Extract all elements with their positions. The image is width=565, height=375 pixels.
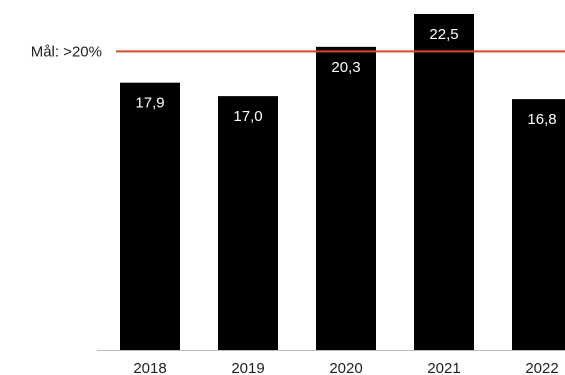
x-tick-label-2019: 2019	[231, 360, 264, 375]
bar-value-label-2020: 20,3	[331, 59, 360, 76]
bar-value-label-2018: 17,9	[135, 95, 164, 112]
x-tick-label-2022: 2022	[525, 360, 558, 375]
bar-2018	[120, 82, 180, 351]
bar-2019	[218, 96, 278, 350]
bar-value-label-2019: 17,0	[233, 108, 262, 125]
x-tick-label-2020: 2020	[329, 360, 362, 375]
bar-2022	[512, 99, 565, 351]
bar-value-label-2021: 22,5	[429, 26, 458, 43]
target-label: Mål: >20%	[31, 43, 102, 60]
x-tick-labels-group: 2018 2019 2020 2021 2022	[133, 360, 558, 375]
bar-value-label-2022: 16,8	[527, 111, 556, 128]
x-tick-label-2021: 2021	[427, 360, 460, 375]
bar-2021	[414, 14, 474, 350]
bar-labels-group: 17,9 17,0 20,3 22,5 16,8	[135, 26, 556, 128]
x-tick-label-2018: 2018	[133, 360, 166, 375]
bars-group	[120, 14, 565, 351]
bar-2020	[316, 46, 376, 350]
